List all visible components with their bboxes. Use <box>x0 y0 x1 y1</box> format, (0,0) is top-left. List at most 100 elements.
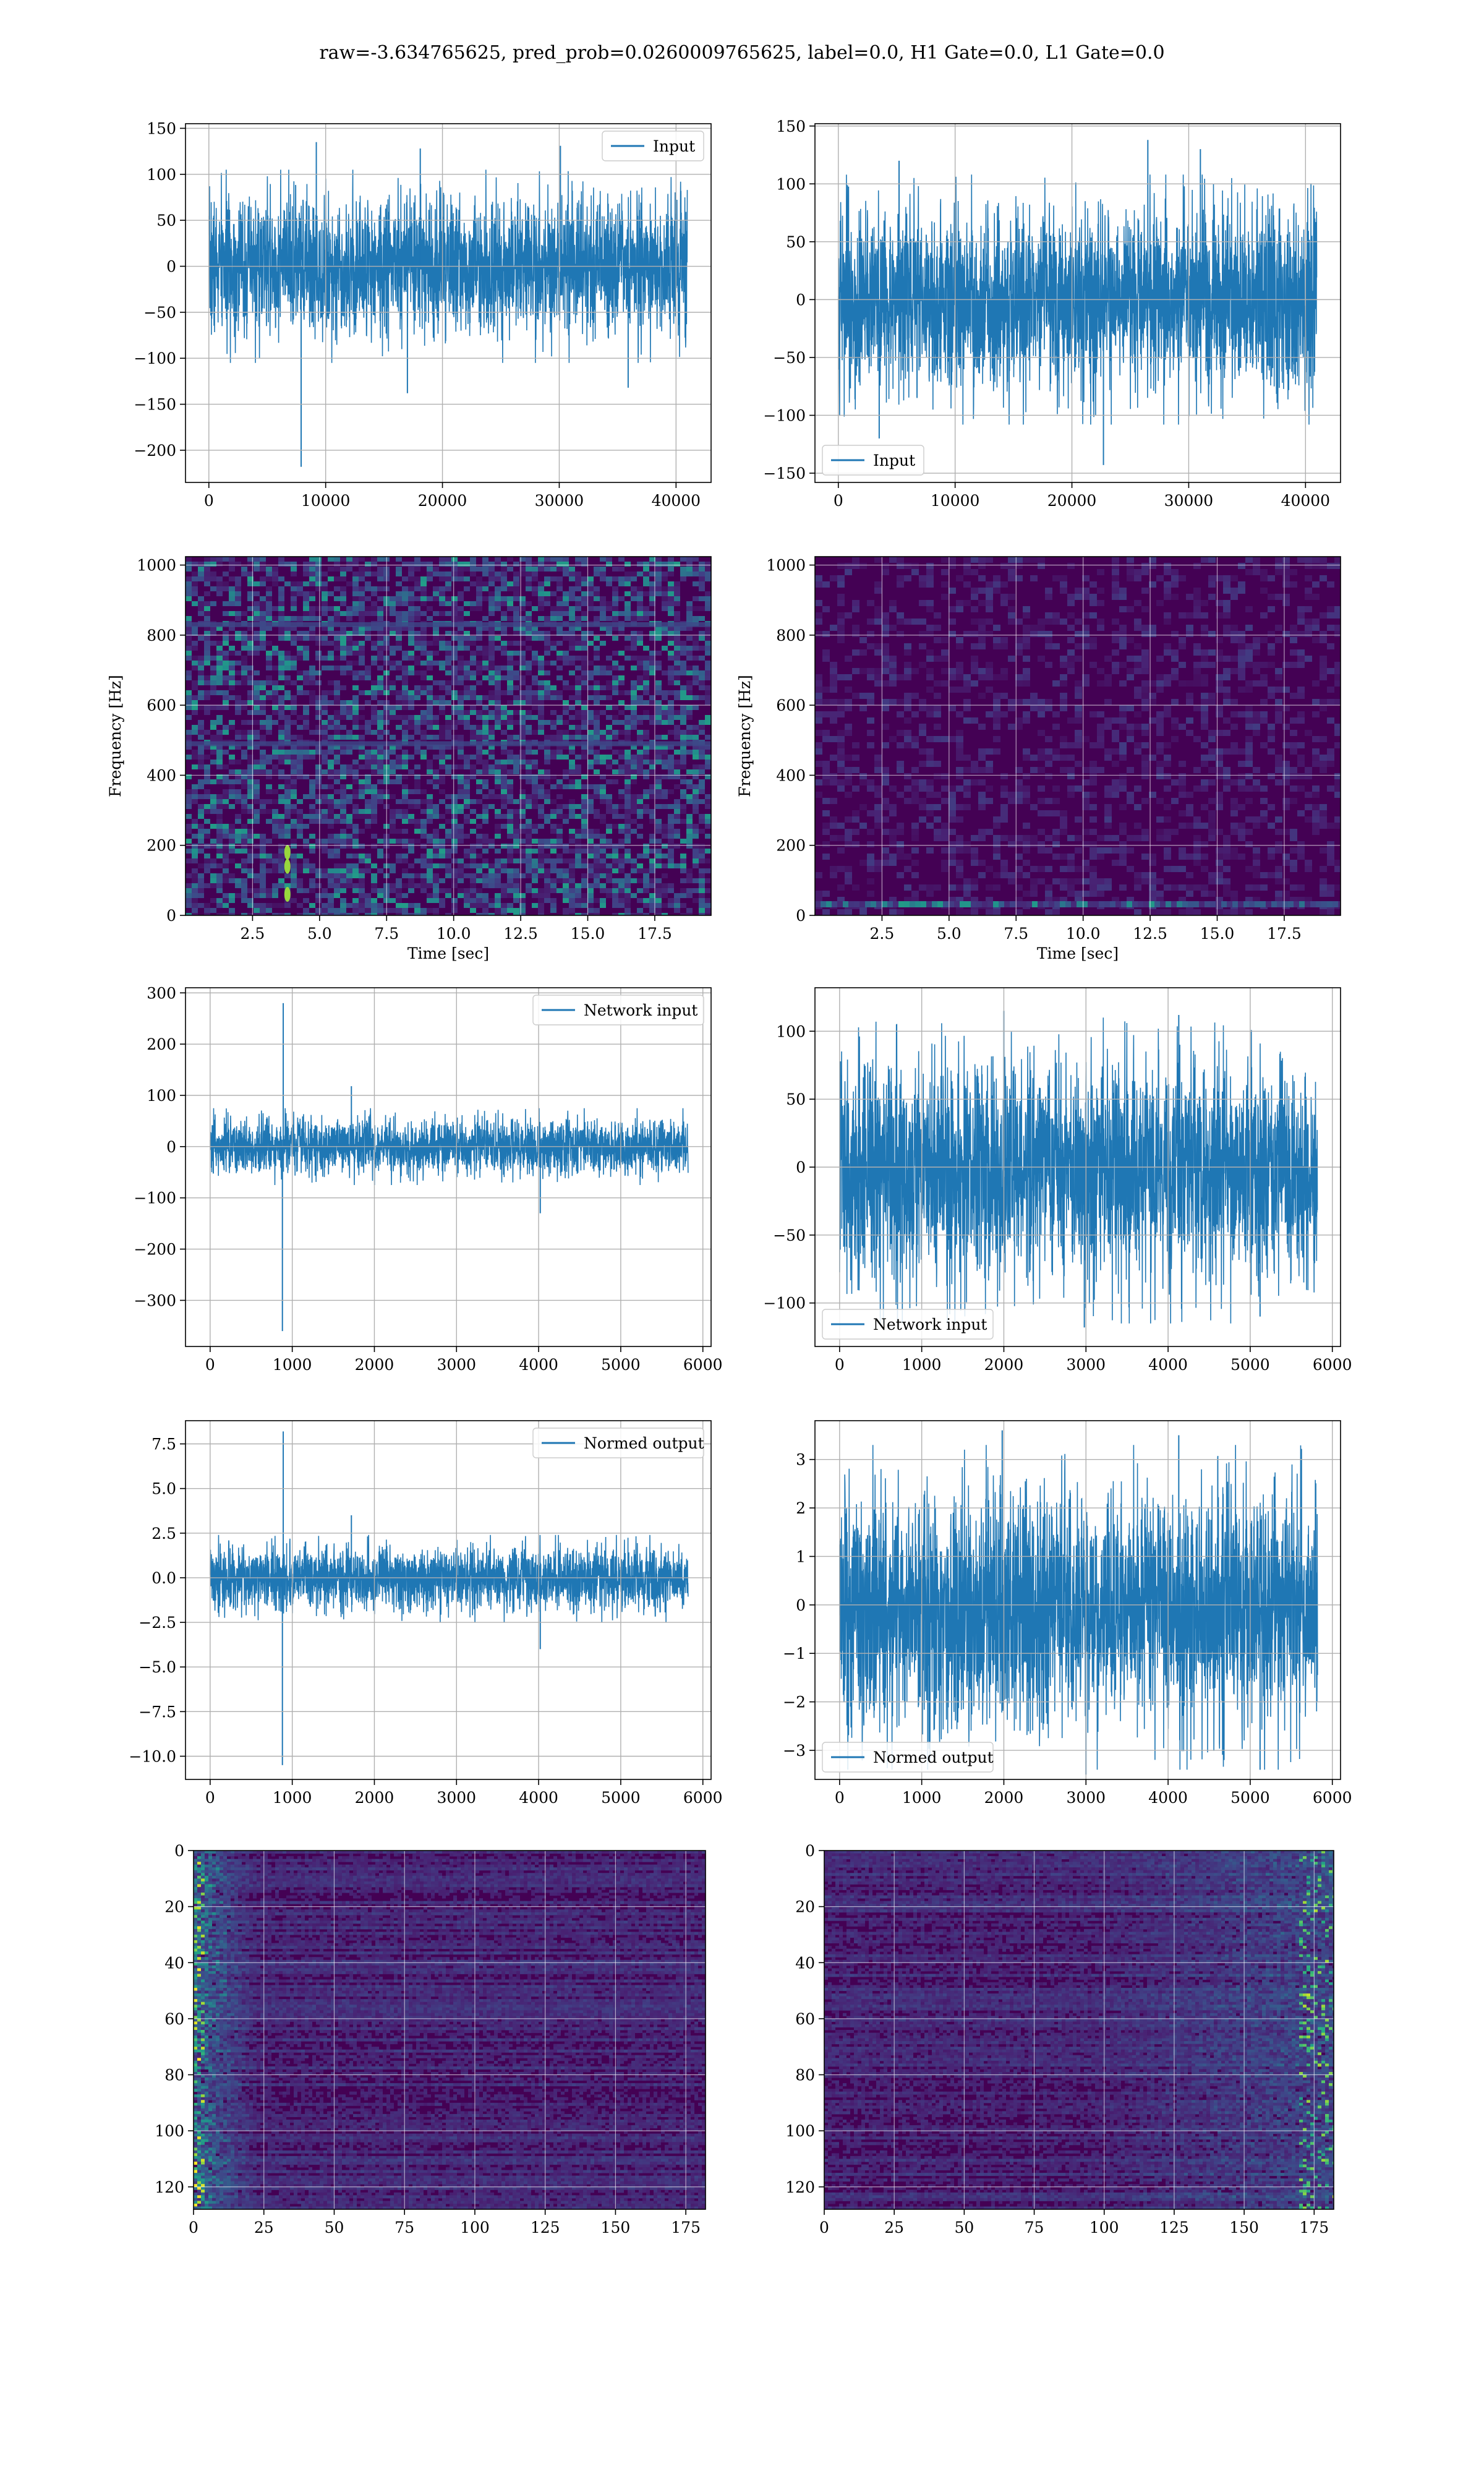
heatmap-cell <box>569 868 575 873</box>
heatmap-cell <box>278 705 284 710</box>
heatmap-cell <box>668 656 674 661</box>
heatmap-cell <box>365 898 371 903</box>
legend-label: Input <box>653 137 695 155</box>
heatmap-cell <box>427 873 433 878</box>
heatmap-cell <box>192 858 198 863</box>
heatmap-cell <box>538 769 544 774</box>
heatmap-cell <box>581 858 587 863</box>
heatmap-cell <box>303 651 309 656</box>
heatmap-cell <box>705 606 711 611</box>
heatmap-cell <box>278 661 284 666</box>
heatmap-cell <box>291 824 297 829</box>
heatmap-cell <box>377 646 383 651</box>
heatmap-cell <box>1297 606 1305 612</box>
heatmap-cell <box>377 715 383 720</box>
heatmap-cell <box>254 557 260 562</box>
heatmap-cell <box>1045 637 1052 643</box>
heatmap-cell <box>260 720 266 725</box>
heatmap-cell <box>272 863 278 868</box>
heatmap-cell <box>926 649 934 656</box>
heatmap-cell <box>458 888 464 893</box>
heatmap-cell <box>1334 563 1341 569</box>
heatmap-cell <box>618 893 625 898</box>
heatmap-cell <box>680 745 686 750</box>
heatmap-cell <box>911 569 919 575</box>
heatmap-cell <box>526 586 532 591</box>
heatmap-cell <box>346 819 352 824</box>
heatmap-cell <box>266 854 272 858</box>
heatmap-cell <box>668 769 674 774</box>
heatmap-cell <box>371 586 377 591</box>
heatmap-cell <box>594 858 600 863</box>
heatmap-cell <box>882 631 889 637</box>
heatmap-cell <box>352 839 359 844</box>
heatmap-cell <box>600 735 606 740</box>
heatmap-cell <box>625 809 631 814</box>
heatmap-cell <box>1171 717 1179 724</box>
heatmap-cell <box>260 646 266 651</box>
heatmap-cell <box>229 760 235 764</box>
heatmap-cell <box>235 586 241 591</box>
heatmap-cell <box>402 883 408 888</box>
heatmap-cell <box>1201 649 1208 656</box>
heatmap-cell <box>433 755 439 760</box>
heatmap-cell <box>396 878 402 883</box>
heatmap-cell <box>1097 600 1104 606</box>
heatmap-cell <box>1275 637 1282 643</box>
heatmap-cell <box>470 844 476 849</box>
heatmap-cell <box>216 690 223 695</box>
heatmap-cell <box>433 774 439 779</box>
heatmap-cell <box>352 646 359 651</box>
heatmap-cell <box>439 814 445 819</box>
heatmap-cell <box>414 611 420 616</box>
heatmap-cell <box>223 661 229 666</box>
heatmap-cell <box>649 661 655 666</box>
heatmap-cell <box>340 903 346 908</box>
heatmap-cell <box>1320 736 1327 742</box>
heatmap-cell <box>507 794 513 799</box>
heatmap-cell <box>705 799 711 804</box>
heatmap-cell <box>223 730 229 735</box>
heatmap-cell <box>334 557 340 562</box>
heatmap-cell <box>241 834 247 839</box>
heatmap-cell <box>1201 612 1208 618</box>
heatmap-cell <box>538 700 544 705</box>
heatmap-cell <box>662 745 668 750</box>
heatmap-cell <box>260 873 266 878</box>
heatmap-cell <box>359 908 365 913</box>
heatmap-cell <box>680 804 686 809</box>
heatmap-cell <box>445 700 451 705</box>
heatmap-cell <box>815 699 822 705</box>
heatmap-cell <box>699 606 705 611</box>
heatmap-cell <box>526 581 532 586</box>
heatmap-cell <box>464 641 470 646</box>
heatmap-cell <box>439 576 445 581</box>
heatmap-cell <box>686 794 693 799</box>
heatmap-cell <box>674 769 680 774</box>
heatmap-cell <box>618 680 625 685</box>
heatmap-cell <box>346 844 352 849</box>
heatmap-cell <box>1156 730 1164 736</box>
heatmap-cell <box>204 695 210 700</box>
heatmap-cell <box>699 562 705 567</box>
heatmap-cell <box>235 661 241 666</box>
heatmap-cell <box>247 735 254 740</box>
heatmap-cell <box>612 804 618 809</box>
heatmap-cell <box>334 878 340 883</box>
heatmap-cell <box>904 662 911 668</box>
heatmap-cell <box>587 685 594 690</box>
heatmap-cell <box>204 903 210 908</box>
heatmap-cell <box>247 764 254 769</box>
heatmap-cell <box>649 893 655 898</box>
heatmap-cell <box>699 646 705 651</box>
heatmap-cell <box>1060 736 1067 742</box>
heatmap-cell <box>340 636 346 641</box>
heatmap-cell <box>464 715 470 720</box>
heatmap-cell <box>260 557 266 562</box>
heatmap-cell <box>575 814 581 819</box>
heatmap-cell <box>315 616 322 621</box>
heatmap-cell <box>334 695 340 700</box>
heatmap-cell <box>495 908 501 913</box>
heatmap-cell <box>637 631 643 636</box>
heatmap-cell <box>408 606 414 611</box>
